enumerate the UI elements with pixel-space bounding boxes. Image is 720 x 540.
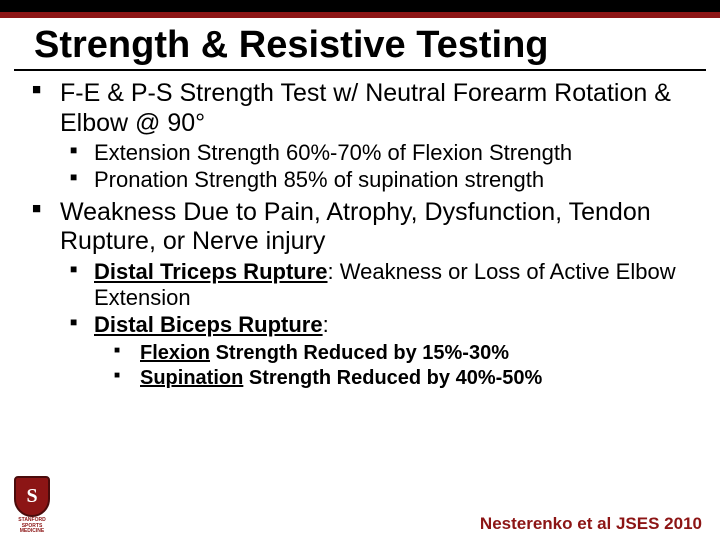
bullet-item: F-E & P-S Strength Test w/ Neutral Forea… bbox=[28, 79, 692, 194]
bullet-item: Supination Strength Reduced by 40%-50% bbox=[104, 366, 692, 391]
slide-content: F-E & P-S Strength Test w/ Neutral Forea… bbox=[0, 71, 720, 391]
bullet-text: F-E & P-S Strength Test w/ Neutral Forea… bbox=[60, 79, 671, 137]
rupture-label: Distal Triceps Rupture bbox=[94, 259, 328, 284]
bullet-text: Strength Reduced by 15%-30% bbox=[210, 342, 509, 364]
bullet-text: Strength Reduced by 40%-50% bbox=[243, 367, 542, 389]
metric-label: Flexion bbox=[140, 342, 210, 364]
stanford-logo: S STANFORD SPORTS MEDICINE bbox=[10, 476, 54, 534]
citation: Nesterenko et al JSES 2010 bbox=[480, 514, 702, 534]
logo-text-line2: SPORTS MEDICINE bbox=[10, 524, 54, 534]
bullet-list-level1: F-E & P-S Strength Test w/ Neutral Forea… bbox=[28, 79, 692, 391]
logo-letter: S bbox=[26, 485, 37, 508]
shield-icon: S bbox=[14, 476, 50, 517]
metric-label: Supination bbox=[140, 367, 243, 389]
bullet-list-level2: Distal Triceps Rupture: Weakness or Loss… bbox=[60, 259, 692, 391]
slide-title: Strength & Resistive Testing bbox=[14, 18, 706, 71]
bullet-text: Extension Strength 60%-70% of Flexion St… bbox=[94, 140, 572, 165]
header-bar bbox=[0, 0, 720, 18]
bullet-item: Distal Biceps Rupture: Flexion Strength … bbox=[64, 312, 692, 391]
bullet-text: : bbox=[323, 312, 329, 337]
bullet-text: Pronation Strength 85% of supination str… bbox=[94, 167, 544, 192]
bullet-item: Flexion Strength Reduced by 15%-30% bbox=[104, 341, 692, 366]
rupture-label: Distal Biceps Rupture bbox=[94, 312, 323, 337]
bullet-list-level2: Extension Strength 60%-70% of Flexion St… bbox=[60, 140, 692, 194]
bullet-text: Weakness Due to Pain, Atrophy, Dysfuncti… bbox=[60, 198, 651, 256]
bullet-list-level3: Flexion Strength Reduced by 15%-30% Supi… bbox=[94, 341, 692, 391]
bullet-item: Pronation Strength 85% of supination str… bbox=[64, 167, 692, 194]
bullet-item: Extension Strength 60%-70% of Flexion St… bbox=[64, 140, 692, 167]
bullet-item: Distal Triceps Rupture: Weakness or Loss… bbox=[64, 259, 692, 313]
bullet-item: Weakness Due to Pain, Atrophy, Dysfuncti… bbox=[28, 198, 692, 391]
